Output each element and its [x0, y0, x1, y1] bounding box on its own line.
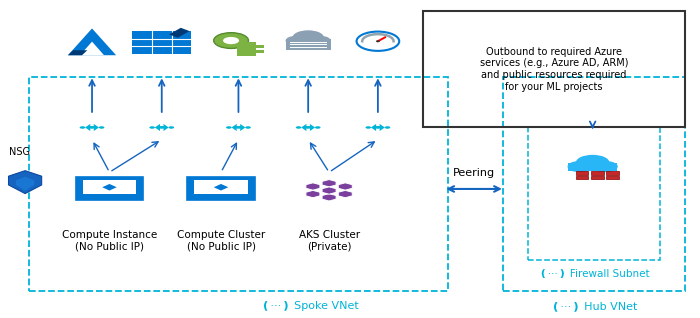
Circle shape	[89, 126, 95, 129]
Circle shape	[159, 126, 164, 129]
Bar	[568, 163, 617, 171]
Polygon shape	[322, 187, 336, 194]
Polygon shape	[99, 198, 120, 199]
Text: AKS Cluster
(Private): AKS Cluster (Private)	[298, 230, 360, 252]
Polygon shape	[211, 198, 231, 199]
Circle shape	[376, 40, 380, 42]
Polygon shape	[214, 184, 228, 190]
Polygon shape	[68, 50, 88, 55]
Bar	[237, 42, 256, 56]
Bar	[606, 176, 619, 179]
Circle shape	[365, 126, 371, 129]
Text: Compute Instance
(No Public IP): Compute Instance (No Public IP)	[62, 230, 157, 252]
Circle shape	[236, 126, 241, 129]
Text: ❪···❫ Firewall Subnet: ❪···❫ Firewall Subnet	[539, 269, 650, 279]
Circle shape	[356, 31, 399, 51]
Polygon shape	[169, 28, 190, 38]
Polygon shape	[301, 124, 307, 131]
Bar	[503, 77, 685, 291]
Bar	[528, 128, 660, 260]
Polygon shape	[240, 124, 246, 131]
Bar	[194, 180, 248, 194]
Text: ❪···❫ Hub VNet: ❪···❫ Hub VNet	[551, 301, 637, 311]
Bar	[576, 176, 589, 179]
Circle shape	[226, 126, 232, 129]
Text: Outbound to required Azure
services (e.g., Azure AD, ARM)
and public resources r: Outbound to required Azure services (e.g…	[480, 47, 628, 92]
Polygon shape	[215, 194, 227, 198]
Polygon shape	[306, 190, 320, 198]
Circle shape	[576, 155, 610, 170]
Bar	[29, 77, 447, 291]
Text: NSG: NSG	[9, 148, 30, 157]
Bar	[591, 176, 603, 179]
Circle shape	[385, 126, 391, 129]
Circle shape	[214, 33, 248, 48]
Polygon shape	[338, 190, 352, 198]
Polygon shape	[68, 28, 116, 55]
Polygon shape	[155, 124, 160, 131]
Circle shape	[149, 126, 155, 129]
Text: Compute Cluster
(No Public IP): Compute Cluster (No Public IP)	[177, 230, 265, 252]
Bar	[591, 171, 603, 175]
Polygon shape	[16, 176, 34, 191]
Bar	[576, 171, 589, 175]
Polygon shape	[310, 124, 315, 131]
Polygon shape	[371, 124, 376, 131]
Bar	[424, 11, 685, 128]
Circle shape	[375, 126, 381, 129]
Polygon shape	[80, 42, 104, 55]
Polygon shape	[232, 124, 237, 131]
Polygon shape	[322, 194, 336, 201]
Circle shape	[309, 36, 331, 45]
Circle shape	[245, 126, 251, 129]
Polygon shape	[85, 124, 90, 131]
Text: Peering: Peering	[453, 168, 495, 178]
Circle shape	[223, 37, 239, 44]
Circle shape	[99, 126, 104, 129]
Circle shape	[593, 161, 617, 172]
Polygon shape	[94, 124, 99, 131]
Text: ❪···❫ Spoke VNet: ❪···❫ Spoke VNet	[260, 301, 358, 311]
Circle shape	[169, 126, 174, 129]
Bar	[256, 45, 263, 48]
Polygon shape	[104, 194, 116, 198]
Circle shape	[296, 126, 302, 129]
Bar	[286, 39, 331, 50]
Circle shape	[568, 161, 593, 172]
Polygon shape	[8, 171, 42, 194]
Bar	[256, 50, 263, 53]
Bar	[83, 180, 136, 194]
Polygon shape	[102, 184, 117, 190]
Bar	[76, 177, 143, 200]
Bar	[132, 31, 191, 54]
Circle shape	[305, 126, 311, 129]
Polygon shape	[379, 124, 385, 131]
Polygon shape	[306, 183, 320, 190]
Polygon shape	[322, 180, 336, 187]
Circle shape	[315, 126, 321, 129]
Bar	[606, 171, 619, 175]
Bar	[188, 177, 255, 200]
Polygon shape	[338, 183, 352, 190]
Circle shape	[80, 126, 85, 129]
Circle shape	[286, 36, 307, 45]
Polygon shape	[164, 124, 169, 131]
Circle shape	[293, 30, 324, 45]
